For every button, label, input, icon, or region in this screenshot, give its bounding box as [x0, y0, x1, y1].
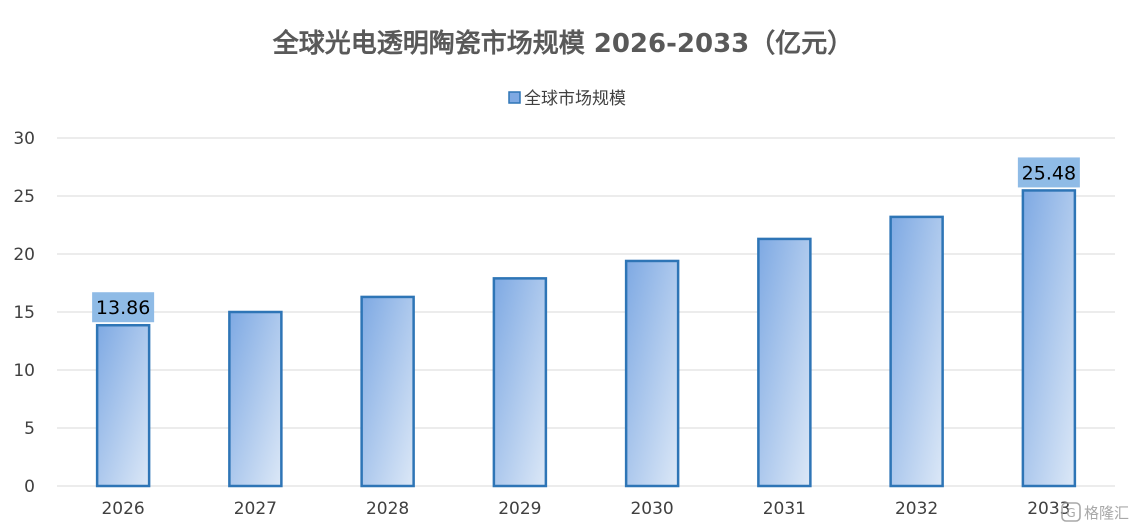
y-tick-label: 20	[13, 245, 35, 265]
x-tick-label: 2033	[1027, 499, 1070, 519]
chart-title: 全球光电透明陶瓷市场规模 2026-2033（亿元）	[272, 28, 854, 59]
bar	[624, 259, 680, 488]
watermark: G 格隆汇	[1061, 502, 1129, 522]
legend-label: 全球市场规模	[524, 89, 626, 109]
bar	[360, 295, 415, 488]
y-axis-ticks: 0 5 10 15 20 25 30	[13, 129, 35, 497]
data-label: 13.86	[96, 297, 150, 319]
data-label: 25.48	[1022, 162, 1076, 184]
data-label-box	[92, 292, 155, 323]
y-tick-label: 0	[24, 477, 35, 497]
gridlines	[57, 137, 1115, 487]
y-tick-label: 30	[13, 129, 35, 149]
x-axis-ticks: 2026 2027 2028 2029 2030 2031 2032 2033	[101, 499, 1070, 519]
bar	[757, 237, 812, 488]
bar	[889, 215, 944, 488]
x-tick-label: 2032	[895, 499, 938, 519]
x-tick-label: 2030	[630, 499, 673, 519]
bar	[492, 277, 548, 488]
y-tick-label: 5	[24, 419, 35, 439]
data-label-box	[1017, 157, 1080, 188]
y-tick-label: 15	[13, 303, 35, 323]
x-tick-label: 2031	[763, 499, 806, 519]
gelonghui-logo-glyph: G	[1066, 506, 1075, 520]
x-tick-label: 2027	[234, 499, 277, 519]
legend-swatch	[508, 91, 521, 104]
y-tick-label: 10	[13, 361, 35, 381]
data-labels: 13.86 25.48	[92, 157, 1080, 323]
legend: 全球市场规模	[508, 89, 626, 109]
bars	[95, 189, 1077, 488]
bar	[1021, 189, 1077, 488]
watermark-text: 格隆汇	[1084, 504, 1129, 522]
x-tick-label: 2029	[498, 499, 541, 519]
x-tick-label: 2026	[101, 499, 144, 519]
bar	[95, 323, 151, 488]
bar	[228, 310, 283, 488]
y-tick-label: 25	[13, 187, 35, 207]
gelonghui-logo-icon	[1061, 502, 1081, 522]
x-tick-label: 2028	[366, 499, 409, 519]
